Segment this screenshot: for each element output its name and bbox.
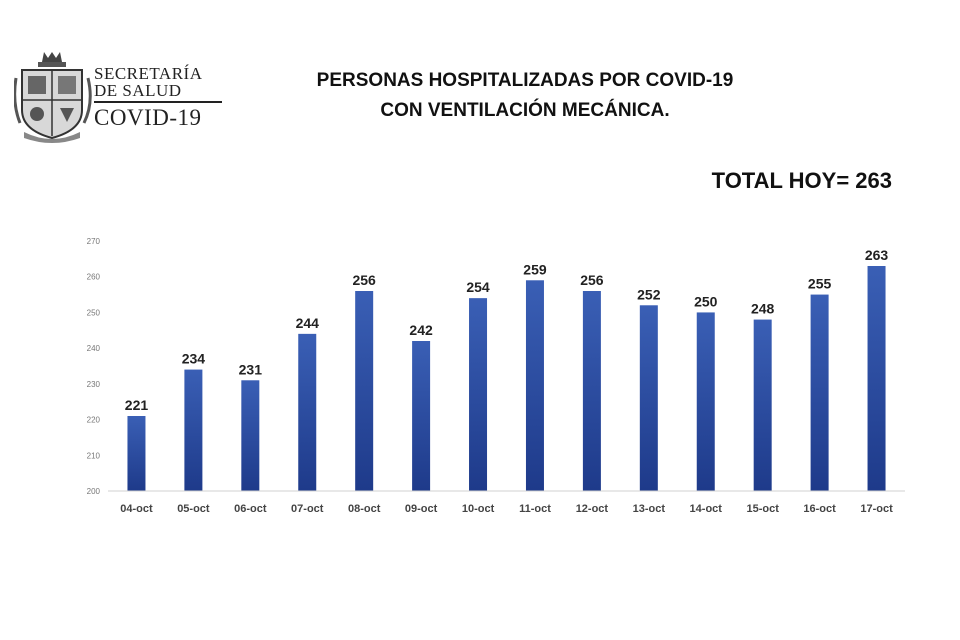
y-tick-label: 270 xyxy=(87,237,101,246)
bar xyxy=(241,380,260,491)
bar-chart: 200 210 220 230 240 250 260 270 221 234 231 244 256… xyxy=(87,237,905,515)
data-label: 254 xyxy=(466,279,490,295)
bar xyxy=(639,305,658,491)
x-tick-label: 17-oct xyxy=(860,503,893,515)
data-label: 234 xyxy=(182,351,206,367)
x-tick-label: 06-oct xyxy=(234,503,267,515)
chart-title-line1: PERSONAS HOSPITALIZADAS POR COVID-19 xyxy=(316,70,734,91)
x-tick-label: 04-oct xyxy=(120,503,153,515)
y-tick-label: 240 xyxy=(87,344,101,353)
y-tick-label: 260 xyxy=(87,273,101,282)
bar xyxy=(184,369,203,491)
x-tick-label: 12-oct xyxy=(576,503,609,515)
bar xyxy=(867,266,886,491)
bar xyxy=(753,319,772,491)
x-tick-label: 05-oct xyxy=(177,503,210,515)
y-tick-label: 230 xyxy=(87,380,101,389)
x-tick-label: 07-oct xyxy=(291,503,324,515)
bar xyxy=(298,333,317,491)
bar xyxy=(810,294,829,491)
data-label: 252 xyxy=(637,286,661,302)
bar xyxy=(582,291,601,491)
y-tick-label: 200 xyxy=(87,487,101,496)
bar xyxy=(469,298,488,491)
org-divider xyxy=(94,101,222,103)
x-tick-label: 13-oct xyxy=(633,503,666,515)
y-tick-label: 210 xyxy=(87,451,101,460)
data-label: 259 xyxy=(523,261,547,277)
x-tick-label: 16-oct xyxy=(803,503,836,515)
y-axis: 200 210 220 230 240 250 260 270 xyxy=(87,237,101,496)
bar xyxy=(355,291,374,491)
org-subtitle: COVID-19 xyxy=(94,105,202,130)
data-label: 263 xyxy=(865,247,889,263)
x-tick-label: 14-oct xyxy=(690,503,723,515)
x-tick-label: 08-oct xyxy=(348,503,381,515)
logo-block: SECRETARÍA DE SALUD COVID-19 xyxy=(14,48,229,143)
bar xyxy=(412,341,431,491)
bar xyxy=(696,312,715,491)
data-label: 248 xyxy=(751,301,775,317)
data-label: 255 xyxy=(808,276,832,292)
data-label: 221 xyxy=(125,397,149,413)
y-tick-label: 220 xyxy=(87,416,101,425)
x-tick-label: 15-oct xyxy=(746,503,779,515)
chart-title: PERSONAS HOSPITALIZADAS POR COVID-19 CON… xyxy=(260,66,790,126)
chart-title-line2: CON VENTILACIÓN MECÁNICA. xyxy=(380,100,670,121)
state-coat-of-arms-icon xyxy=(14,52,92,143)
y-tick-label: 250 xyxy=(87,308,101,317)
org-name-line2: DE SALUD xyxy=(94,81,182,100)
bar xyxy=(525,280,544,491)
bars: 221 234 231 244 256 242 254 259 256 252 250 248 255 2… xyxy=(125,247,889,491)
x-tick-label: 09-oct xyxy=(405,503,438,515)
x-tick-label: 11-oct xyxy=(519,503,551,515)
data-label: 256 xyxy=(580,272,604,288)
total-today: TOTAL HOY= 263 xyxy=(711,168,892,193)
bar xyxy=(127,416,146,491)
org-name-line1: SECRETARÍA xyxy=(94,64,203,83)
data-label: 244 xyxy=(296,315,320,331)
data-label: 250 xyxy=(694,293,718,309)
data-label: 242 xyxy=(409,322,433,338)
x-tick-label: 10-oct xyxy=(462,503,495,515)
data-label: 231 xyxy=(239,361,263,377)
x-axis: 04-oct 05-oct 06-oct 07-oct 08-oct 09-oct 10-o… xyxy=(108,490,905,515)
data-label: 256 xyxy=(352,272,376,288)
